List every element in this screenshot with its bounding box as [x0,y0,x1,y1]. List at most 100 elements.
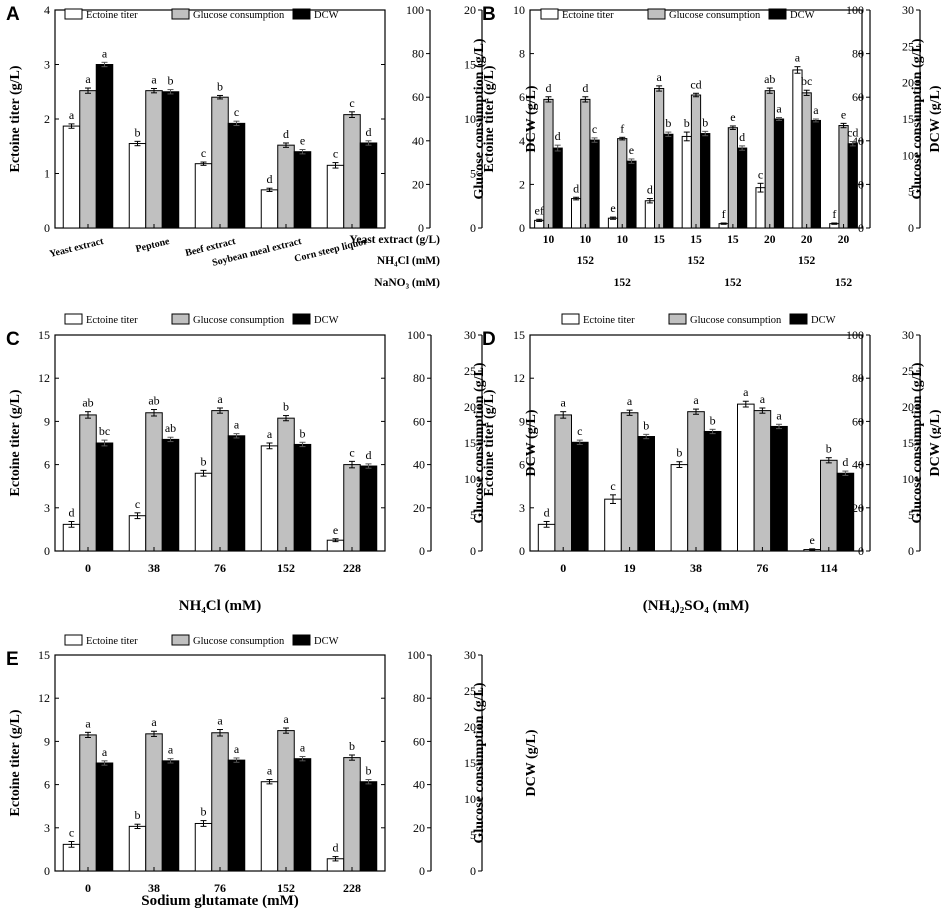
left-tick-label: 15 [38,328,50,342]
bar-glucose [79,414,97,552]
left-tick-label: 0 [44,864,50,878]
category-label: 228 [343,881,361,895]
bar-ectoine [62,125,81,229]
glucose-tick-label: 80 [413,691,425,705]
significance-letter: b [676,446,682,460]
dcw-tick-label: 30 [902,328,914,342]
significance-letter: e [730,110,735,124]
significance-letter: ab [165,421,176,435]
bar-ectoine [194,472,213,552]
bar-ectoine [194,163,213,229]
significance-letter: e [300,134,305,148]
dcw-tick-label: 20 [464,3,476,17]
left-tick-label: 0 [44,221,50,235]
significance-letter: c [69,825,74,839]
dcw-tick-label: 10 [464,472,476,486]
significance-letter: b [366,764,372,778]
significance-letter: a [168,743,174,757]
legend-swatch-ectoine [64,313,83,325]
bar-dcw [161,760,180,872]
significance-letter: d [842,455,848,469]
category-label: 38 [148,881,160,895]
bar-glucose [343,114,361,229]
glucose-axis-title: Glucose consumption (g/L) [910,362,925,523]
left-tick-label: 1 [44,167,50,181]
bar-glucose [277,417,295,552]
bar-glucose [620,412,639,552]
legend-swatch-ectoine [540,8,559,20]
condition-row-label: Yeast extract (g/L) [349,234,440,246]
significance-letter: d [582,81,588,95]
legend-swatch-dcw [292,8,311,20]
significance-letter: d [544,505,550,519]
glucose-tick-label: 40 [852,458,864,472]
x-axis-title: NH₄Cl (mM) [179,598,261,614]
condition-value: 10 [616,234,628,246]
condition-value: 152 [614,277,632,289]
legend-swatch-ectoine [561,313,580,325]
significance-letter: b [643,418,649,432]
bar-ectoine [670,464,689,552]
category-label: 76 [214,561,226,575]
category-label: 152 [277,881,295,895]
category-label: 0 [85,881,91,895]
bar-glucose [277,730,295,872]
bar-dcw [770,425,788,552]
category-label: 38 [148,561,160,575]
condition-value: 152 [577,255,595,267]
condition-value: 20 [838,234,850,246]
dcw-tick-label: 20 [902,400,914,414]
bar-ectoine [128,825,147,872]
ectoine-axis-title: Ectoine titer (g/L) [8,389,23,496]
legend-label-glucose: Glucose consumption [193,636,285,647]
significance-letter: f [620,121,624,135]
bar-glucose [145,412,163,552]
left-tick-label: 3 [44,58,50,72]
bar-glucose [211,732,229,872]
significance-letter: a [234,742,240,756]
ectoine-axis-title: Ectoine titer (g/L) [482,389,497,496]
significance-letter: a [151,715,157,729]
bar-dcw [773,118,785,229]
dcw-tick-label: 10 [902,472,914,486]
significance-letter: ab [148,394,159,408]
legend-swatch-glucose [171,634,190,646]
significance-letter: d [573,181,579,195]
significance-letter: b [168,74,174,88]
legend-label-ectoine: Ectoine titer [86,315,138,326]
dcw-tick-label: 5 [470,508,476,522]
dcw-tick-label: 0 [470,544,476,558]
significance-letter: b [665,116,671,130]
bar-dcw [293,151,312,229]
bar-dcw [359,465,378,552]
glucose-tick-label: 80 [852,371,864,385]
condition-value: 15 [727,234,739,246]
dcw-tick-label: 25 [464,364,476,378]
bar-ectoine [571,198,582,229]
bar-glucose [543,98,554,229]
condition-row-label: NaNO₃ (mM) [374,277,440,289]
glucose-tick-label: 60 [412,90,424,104]
legend-label-ectoine: Ectoine titer [86,636,138,647]
significance-letter: a [102,46,108,60]
bar-ectoine [681,135,692,229]
glucose-axis-title: Glucose consumption (g/L) [472,362,487,523]
glucose-axis-title: Glucose consumption (g/L) [910,38,925,199]
glucose-tick-label: 0 [419,864,425,878]
panel-letter: C [6,329,20,350]
left-tick-label: 0 [44,544,50,558]
bar-dcw [95,762,114,872]
condition-value: 10 [580,234,592,246]
bar-glucose [764,90,775,229]
condition-value: 20 [801,234,813,246]
glucose-tick-label: 60 [413,734,425,748]
bar-ectoine [537,523,556,552]
legend-label-ectoine: Ectoine titer [562,10,614,21]
significance-letter: a [217,392,223,406]
bar-dcw [571,441,589,552]
glucose-tick-label: 0 [858,544,864,558]
category-label: 76 [756,561,768,575]
bar-dcw [227,435,246,552]
panel-e: E03691215020406080100051015202530Ectoine… [6,634,539,909]
category-label: Yeast extract [48,236,105,260]
